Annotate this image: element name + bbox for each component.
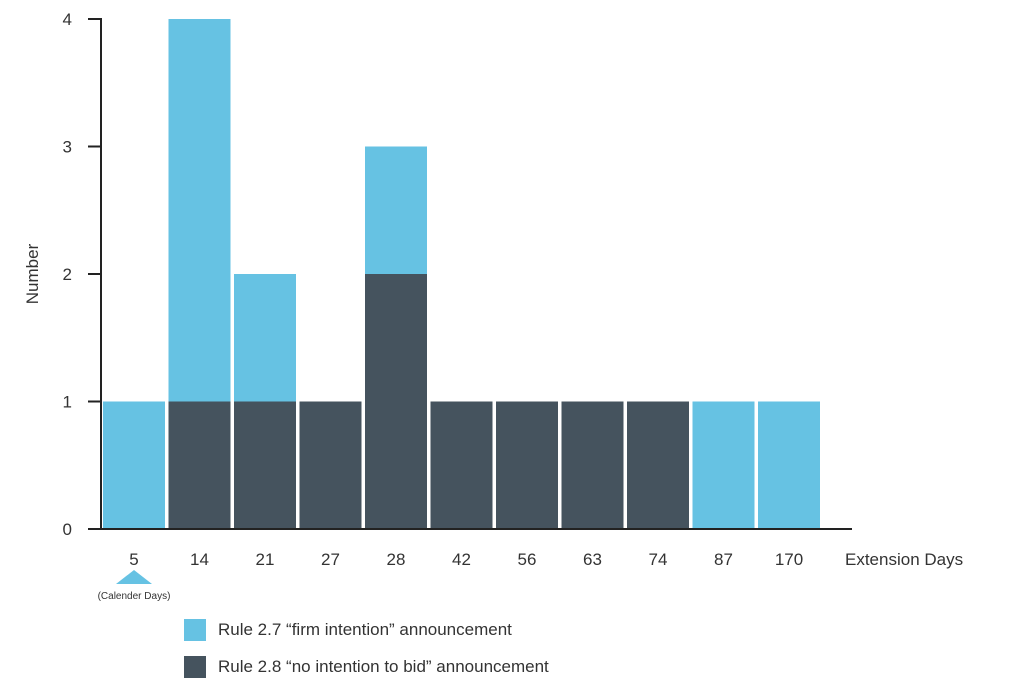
x-tick-label-28: 28 <box>387 550 406 569</box>
x-tick-label-87: 87 <box>714 550 733 569</box>
legend: Rule 2.7 “firm intention” announcement R… <box>184 617 549 691</box>
x-tick-label-63: 63 <box>583 550 602 569</box>
x-tick-label-5: 5 <box>129 550 138 569</box>
bar-87-series-2 <box>692 401 755 529</box>
x-axis-tick-labels: 5 14 21 27 28 42 56 63 74 87 170 <box>129 550 803 569</box>
y-axis-title: Number <box>23 243 42 304</box>
legend-label-rule-2-8: Rule 2.8 “no intention to bid” announcem… <box>218 657 549 676</box>
x-axis-title: Extension Days <box>845 550 963 569</box>
x-tick-label-14: 14 <box>190 550 209 569</box>
legend-item-rule-2-7: Rule 2.7 “firm intention” announcement <box>184 617 549 643</box>
bar-14-series-1 <box>168 401 231 529</box>
y-tick-label-3: 3 <box>63 138 72 157</box>
y-tick-label-4: 4 <box>63 10 72 29</box>
bar-170-series-2 <box>758 401 820 529</box>
x-tick-label-170: 170 <box>775 550 803 569</box>
bar-27-series-1 <box>299 401 362 529</box>
annotation-calender-days: (Calender Days) <box>98 591 171 602</box>
bar-21-series-1 <box>234 401 296 529</box>
y-axis-ticks: 0 1 2 3 4 <box>63 10 101 539</box>
bar-42-series-1 <box>430 401 493 529</box>
y-tick-label-1: 1 <box>63 393 72 412</box>
bar-74-series-1 <box>627 401 689 529</box>
bars-group <box>103 19 820 529</box>
y-tick-label-0: 0 <box>63 520 72 539</box>
legend-label-rule-2-7: Rule 2.7 “firm intention” announcement <box>218 620 512 639</box>
x-tick-label-21: 21 <box>256 550 275 569</box>
bar-56-series-1 <box>496 401 558 529</box>
legend-swatch-rule-2-8 <box>184 656 206 678</box>
bar-28-series-1 <box>365 274 427 529</box>
bar-28-series-2 <box>365 146 427 274</box>
bar-63-series-1 <box>561 401 624 529</box>
x-tick-label-56: 56 <box>518 550 537 569</box>
legend-swatch-rule-2-7 <box>184 619 206 641</box>
y-tick-label-2: 2 <box>63 265 72 284</box>
chart: 0 1 2 3 4 5 14 21 27 28 42 56 63 74 87 170 Extension D… <box>23 10 963 602</box>
x-tick-label-74: 74 <box>649 550 668 569</box>
x-tick-label-27: 27 <box>321 550 340 569</box>
bar-5-series-2 <box>103 401 165 529</box>
bar-21-series-2 <box>234 274 296 402</box>
legend-item-rule-2-8: Rule 2.8 “no intention to bid” announcem… <box>184 654 549 680</box>
x-tick-label-42: 42 <box>452 550 471 569</box>
bar-14-series-2 <box>168 19 231 402</box>
annotation-arrow-icon <box>116 570 152 584</box>
